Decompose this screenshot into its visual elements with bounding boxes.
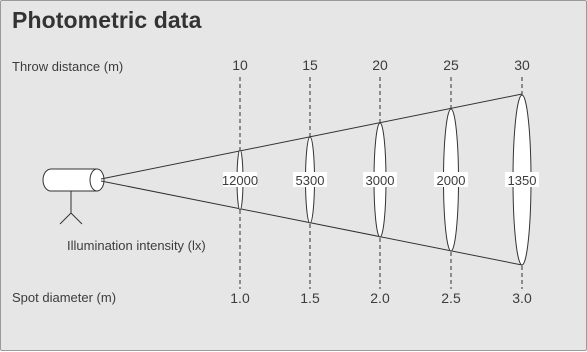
lux-label-background bbox=[223, 172, 257, 187]
distance-tick-label: 25 bbox=[443, 57, 459, 73]
spot-diameter-label: Spot diameter (m) bbox=[12, 290, 116, 305]
lux-label-background bbox=[434, 172, 468, 187]
diameter-tick-label: 3.0 bbox=[512, 290, 532, 306]
diameter-tick-label: 2.0 bbox=[370, 290, 390, 306]
diameter-tick-label: 1.0 bbox=[230, 290, 250, 306]
lux-value-label: 2000 bbox=[437, 173, 466, 188]
lux-value-label: 12000 bbox=[222, 173, 258, 188]
lux-value-label: 1350 bbox=[508, 173, 537, 188]
distance-tick-label: 20 bbox=[372, 57, 388, 73]
diameter-tick-label: 2.5 bbox=[441, 290, 461, 306]
distance-tick-label: 15 bbox=[302, 57, 318, 73]
lux-label-background bbox=[293, 172, 327, 187]
lux-value-label: 3000 bbox=[366, 173, 395, 188]
panel-title: Photometric data bbox=[12, 7, 202, 33]
lux-label-background bbox=[505, 172, 539, 187]
spotlight-icon bbox=[42, 168, 105, 225]
lux-value-label: 5300 bbox=[296, 173, 325, 188]
diameter-tick-label: 1.5 bbox=[300, 290, 320, 306]
distance-tick-label: 30 bbox=[514, 57, 530, 73]
throw-distance-label: Throw distance (m) bbox=[12, 59, 123, 74]
illumination-intensity-label: Illumination intensity (lx) bbox=[67, 238, 206, 253]
distance-tick-label: 10 bbox=[232, 57, 248, 73]
lux-label-background bbox=[363, 172, 397, 187]
